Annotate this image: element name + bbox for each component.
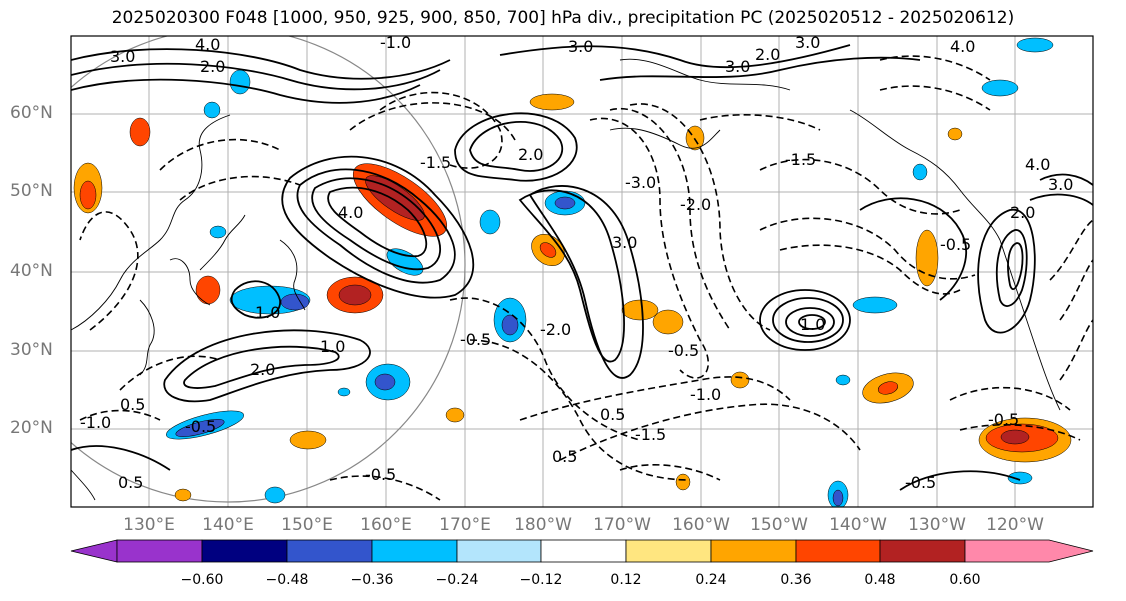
contour-label: -1.5: [785, 150, 816, 169]
contour-label: 0.5: [600, 405, 625, 424]
colorbar-extend-high: [964, 539, 1094, 563]
lat-label: 60°N: [10, 103, 53, 123]
contour-label: -2.0: [540, 320, 571, 339]
contour-label: -1.0: [380, 33, 411, 52]
colorbar-segment: [371, 539, 458, 563]
colorbar-segment: [625, 539, 712, 563]
colorbar-segment: [710, 539, 797, 563]
colorbar-tick: 0.24: [695, 572, 727, 588]
map-frame: [70, 35, 1094, 508]
contour-label: 1.0: [800, 315, 825, 334]
contour-label: 3.0: [110, 47, 135, 66]
contour-label: 1.0: [255, 303, 280, 322]
contour-label: -1.0: [690, 385, 721, 404]
colorbar-extend-low: [70, 539, 118, 563]
contour-label: 3.0: [795, 33, 820, 52]
lon-label: 160°E: [360, 515, 412, 535]
lat-label: 30°N: [10, 340, 53, 360]
colorbar-tick: −0.36: [350, 572, 394, 588]
lon-label: 130°W: [908, 515, 966, 535]
contour-label: -3.0: [625, 173, 656, 192]
contour-label: 3.0: [1048, 175, 1073, 194]
lat-label: 40°N: [10, 261, 53, 281]
contour-label: 0.5: [120, 395, 145, 414]
colorbar-segment: [540, 539, 627, 563]
contour-label: -0.5: [365, 465, 396, 484]
contour-label: 2.0: [200, 57, 225, 76]
contour-label: 2.0: [1010, 203, 1035, 222]
solid-contours: [71, 44, 1093, 491]
colorbar-tick: 0.60: [949, 572, 981, 588]
contour-label: 2.0: [755, 45, 780, 64]
contour-label: 1.0: [320, 337, 345, 356]
colorbar: [70, 539, 1094, 563]
precip-patches: [73, 37, 1072, 507]
contour-label: 3.0: [725, 57, 750, 76]
lon-label: 180°W: [514, 515, 572, 535]
contour-label: -0.5: [940, 235, 971, 254]
colorbar-tick: 0.36: [780, 572, 812, 588]
range-circle: [71, 36, 466, 503]
contour-label: 0.5: [552, 447, 577, 466]
contour-label: -1.5: [420, 153, 451, 172]
contour-label: 3.0: [612, 233, 637, 252]
contour-label: 3.0: [568, 37, 593, 56]
colorbar-tick: 0.12: [610, 572, 642, 588]
lon-label: 170°W: [593, 515, 651, 535]
lon-label: 170°E: [439, 515, 491, 535]
colorbar-tick: −0.12: [519, 572, 563, 588]
colorbar-segment: [286, 539, 373, 563]
contour-label: 2.0: [518, 145, 543, 164]
colorbar-tick: −0.24: [435, 572, 479, 588]
contour-label: 4.0: [950, 37, 975, 56]
contour-label: -0.5: [668, 341, 699, 360]
contour-label: -1.0: [80, 413, 111, 432]
contour-label: -1.5: [635, 425, 666, 444]
contour-label: -0.5: [988, 410, 1019, 429]
lon-label: 140°E: [202, 515, 254, 535]
lon-label: 140°W: [829, 515, 887, 535]
colorbar-tick: −0.60: [180, 572, 224, 588]
contour-label: 2.0: [250, 360, 275, 379]
colorbar-segment: [201, 539, 288, 563]
colorbar-segment: [879, 539, 966, 563]
colorbar-tick: −0.48: [265, 572, 309, 588]
contour-label: 0.5: [118, 473, 143, 492]
contour-label: -2.0: [680, 195, 711, 214]
dashed-contours: [79, 55, 1093, 501]
lon-label: 150°E: [281, 515, 333, 535]
colorbar-segment: [795, 539, 881, 563]
lat-label: 20°N: [10, 418, 53, 438]
contour-label: 4.0: [338, 203, 363, 222]
colorbar-segment: [116, 539, 203, 563]
lon-label: 150°W: [750, 515, 808, 535]
contour-label: -0.5: [905, 473, 936, 492]
contour-label: -0.5: [185, 417, 216, 436]
lat-label: 50°N: [10, 181, 53, 201]
coastlines: [71, 58, 1061, 501]
contour-label: -0.5: [460, 330, 491, 349]
gridlines: [71, 36, 1093, 507]
colorbar-segment: [456, 539, 542, 563]
map-title: 2025020300 F048 [1000, 950, 925, 900, 85…: [111, 8, 1015, 28]
contour-label: 4.0: [195, 35, 220, 54]
lon-label: 120°W: [986, 515, 1044, 535]
contour-label: 4.0: [1025, 155, 1050, 174]
contour-labels: 2.0 3.0 4.0 4.0 1.0 2.0 2.0 3.0 -0.5 -0.…: [80, 33, 1073, 492]
colorbar-tick: 0.48: [864, 572, 896, 588]
lon-label: 160°W: [672, 515, 730, 535]
lon-label: 130°E: [123, 515, 175, 535]
